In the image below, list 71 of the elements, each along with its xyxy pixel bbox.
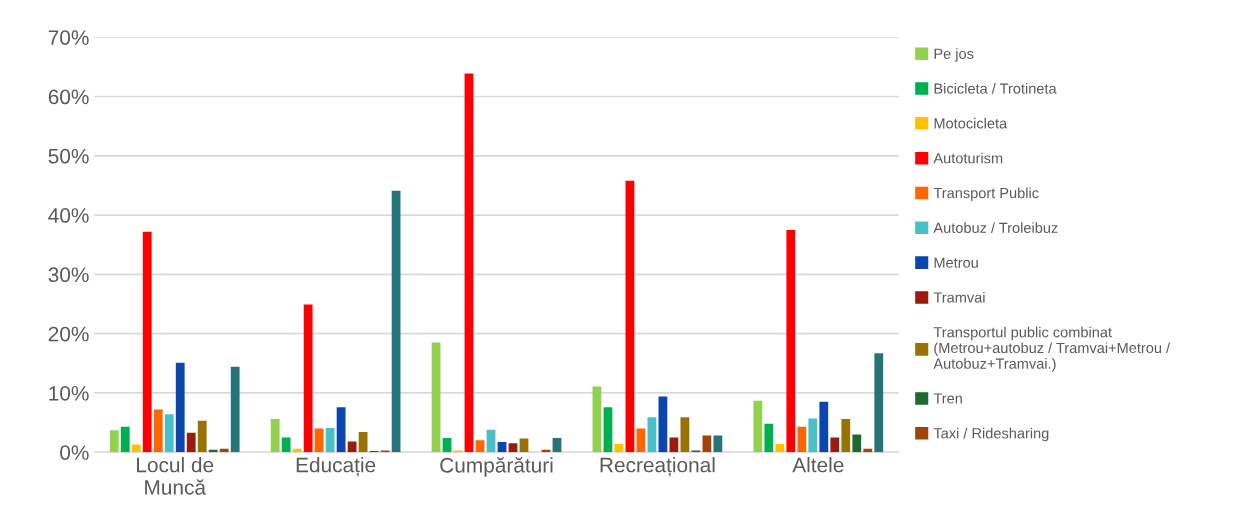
bar: [852, 434, 862, 453]
bar: [197, 420, 207, 453]
bar: [186, 432, 196, 453]
bar: [109, 430, 119, 453]
bar: [164, 414, 174, 453]
x-tick-label: Educație: [296, 457, 376, 477]
bar: [625, 180, 635, 453]
legend-label: Metrou: [934, 257, 978, 268]
bar: [303, 304, 313, 453]
legend-label: Autobuz / Troleibuz: [933, 222, 1058, 233]
bar: [120, 426, 130, 453]
bar: [830, 437, 840, 453]
legend-label: Autoturism: [933, 152, 1003, 164]
bar: [131, 444, 141, 453]
bar: [702, 435, 712, 453]
bar: [358, 432, 368, 453]
legend-label: Tren: [933, 393, 962, 404]
legend-label: Taxi / Ridesharing: [933, 427, 1049, 442]
legend-label: Transport Public: [933, 187, 1039, 202]
bar: [786, 229, 796, 453]
bar: [874, 353, 884, 453]
x-tick-label: Locul de Muncă: [137, 457, 214, 495]
legend-label: Tramvai: [933, 291, 985, 303]
bar: [797, 426, 807, 453]
y-tick-label: 20%: [48, 326, 89, 342]
bar: [680, 417, 690, 453]
bar: [819, 401, 829, 453]
bar: [497, 442, 507, 453]
bar: [669, 437, 679, 453]
x-tick-label: Cumpărături: [440, 457, 553, 477]
bar: [753, 400, 763, 453]
bar: [391, 190, 401, 453]
bar: [764, 423, 774, 453]
legend-label: Bicicleta / Trotineta: [934, 83, 1057, 94]
legend-label: Pe jos: [934, 48, 974, 62]
bar: [314, 428, 324, 453]
y-tick-label: 30%: [48, 267, 89, 283]
y-tick-label: 40%: [48, 208, 89, 223]
bar: [658, 396, 668, 453]
bar: [603, 407, 613, 453]
bar: [775, 443, 785, 453]
bar: [808, 418, 818, 453]
bar: [841, 419, 851, 453]
bar: [713, 435, 723, 453]
bar: [464, 73, 474, 453]
bar: [475, 440, 485, 453]
legend-label: Transportul public combinat (Metrou+autobuz / Tramvai+Metrou / Autobuz+Tramvai.): [933, 326, 1171, 372]
bar: [442, 437, 452, 453]
bar: [230, 366, 240, 453]
y-tick-label: 70%: [48, 30, 89, 45]
bar: [270, 419, 280, 453]
y-tick-label: 60%: [48, 89, 89, 105]
bar: [175, 362, 185, 453]
bar: [153, 409, 163, 453]
bar: [508, 443, 518, 453]
legend-label: Motocicleta: [934, 117, 1008, 129]
bar: [281, 437, 291, 453]
bar: [142, 231, 152, 453]
bar: [592, 386, 602, 453]
y-tick-label: 10%: [49, 385, 89, 401]
bar: [325, 427, 335, 453]
bar: [647, 417, 657, 453]
bar: [636, 428, 646, 453]
bar: [347, 441, 357, 453]
bar: [552, 437, 562, 453]
y-tick-label: 50%: [48, 148, 89, 164]
x-tick-label: Recreațional: [600, 457, 715, 477]
bar: [431, 342, 441, 453]
bar: [336, 407, 346, 453]
y-tick-label: 0%: [60, 445, 89, 460]
x-tick-label: Altele: [792, 457, 844, 473]
